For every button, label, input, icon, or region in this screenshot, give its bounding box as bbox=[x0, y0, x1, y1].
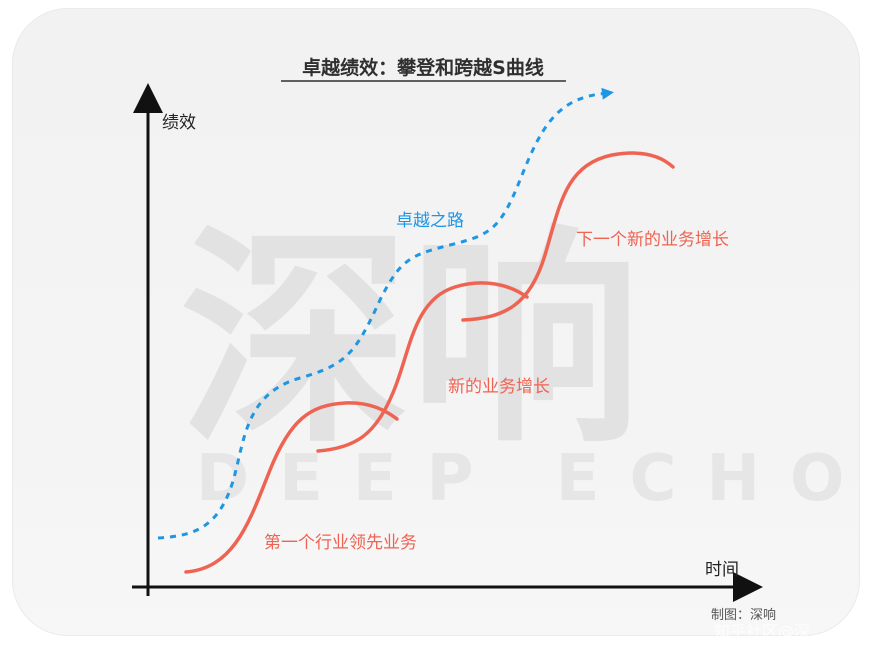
x-axis-label: 时间 bbox=[705, 560, 739, 580]
credit-text: 制图：深响 bbox=[711, 607, 776, 623]
first-business-label: 第一个行业领先业务 bbox=[264, 533, 417, 553]
new-growth-label: 新的业务增长 bbox=[448, 377, 550, 397]
s-curve-new-growth bbox=[316, 281, 529, 453]
s-curve-first-business bbox=[184, 401, 399, 574]
next-growth-label: 下一个新的业务增长 bbox=[576, 230, 729, 250]
diagram-title: 卓越绩效：攀登和跨越S曲线 bbox=[302, 56, 544, 79]
y-axis-label: 绩效 bbox=[162, 113, 196, 133]
s-curve-next-growth bbox=[461, 151, 675, 322]
watermark-small-text: DEEP ECHO bbox=[196, 442, 870, 516]
excellence-path-label: 卓越之路 bbox=[396, 211, 464, 231]
corner-watermark: 知乎社区@深 bbox=[714, 622, 810, 641]
excellence-path-dashed-curve bbox=[157, 87, 614, 540]
